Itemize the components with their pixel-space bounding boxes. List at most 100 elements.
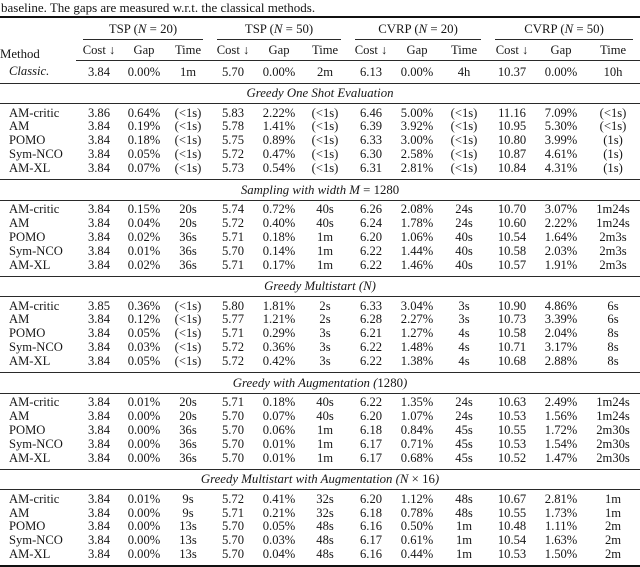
results-table: Method TSP (N = 20) TSP (N = 50) CVRP (N… xyxy=(0,16,640,567)
cost-cell: 10.58 xyxy=(497,243,527,258)
cost-cell: 11.16 xyxy=(498,105,526,120)
gap-cell: 5.00% xyxy=(400,105,434,120)
cost-cell: 5.73 xyxy=(221,161,245,176)
time-cell: 1m xyxy=(166,60,211,84)
cost-cell: 6.18 xyxy=(360,422,383,437)
table-row: AM-XL 3.84 0.02% 36s 5.71 0.17% 1m 6.22 1.46% 40s… xyxy=(0,257,640,276)
group-label: CVRP (N = 20) xyxy=(355,18,482,40)
gap-cell: 0.54% xyxy=(262,161,296,176)
section-header-row: Greedy Multistart with Augmentation (N ×… xyxy=(0,468,640,491)
method-cell: AM-XL xyxy=(9,354,51,369)
gap-cell: 1.06% xyxy=(400,229,434,244)
method-cell: AM-XL xyxy=(9,547,51,562)
gap-cell: 0.64% xyxy=(127,105,161,120)
method-cell: AM-critic xyxy=(9,105,60,120)
table-row: AM-critic 3.84 0.15% 20s 5.74 0.72% 40s 6.26 2.0… xyxy=(0,200,640,217)
time-cell: 36s xyxy=(179,436,197,451)
table-row: AM-critic 3.84 0.01% 20s 5.71 0.18% 40s 6.22 1.3… xyxy=(0,393,640,410)
gap-cell: 0.04% xyxy=(127,215,161,230)
time-cell: (<1s) xyxy=(174,119,202,134)
time-cell: 4h xyxy=(440,60,489,84)
gap-cell: 0.02% xyxy=(127,229,161,244)
gap-cell: 2.08% xyxy=(400,202,434,217)
time-cell: 1m xyxy=(604,491,622,506)
gap-cell: 0.05% xyxy=(127,147,161,162)
time-cell: 2m30s xyxy=(596,450,630,465)
gap-cell: 1.46% xyxy=(400,257,434,272)
time-cell: 3s xyxy=(319,326,331,341)
gap-cell: 0.00% xyxy=(394,60,441,84)
gap-cell: 0.15% xyxy=(127,202,161,217)
time-cell: 36s xyxy=(179,243,197,258)
cost-cell: 6.20 xyxy=(360,229,383,244)
method-cell: AM-critic xyxy=(9,202,60,217)
table-row: AM-critic 3.85 0.36% (<1s) 5.80 1.81% 2s 6.33 3.… xyxy=(0,297,640,314)
time-cell: 48s xyxy=(316,547,334,562)
gap-cell: 1.47% xyxy=(544,450,578,465)
gap-cell: 0.00% xyxy=(127,533,161,548)
cost-cell: 5.72 xyxy=(221,340,245,355)
table-row: Sym-NCO 3.84 0.05% (<1s) 5.72 0.47% (<1s) 6.30 2… xyxy=(0,147,640,162)
time-cell: 4s xyxy=(458,354,470,369)
time-cell: (<1s) xyxy=(174,340,202,355)
gap-cell: 0.18% xyxy=(262,229,296,244)
section-header-row: Greedy with Augmentation (1280) xyxy=(0,372,640,394)
gap-cell: 1.38% xyxy=(400,354,434,369)
section-header-row: Greedy One Shot Evaluation xyxy=(0,82,640,104)
cost-cell: 10.73 xyxy=(497,312,527,327)
gap-cell: 0.42% xyxy=(262,354,296,369)
gap-cell: 1.72% xyxy=(544,422,578,437)
time-cell: 48s xyxy=(316,533,334,548)
gap-cell: 0.05% xyxy=(262,519,296,534)
gap-cell: 0.01% xyxy=(127,243,161,258)
gap-cell: 2.22% xyxy=(544,215,578,230)
gap-cell: 0.05% xyxy=(127,326,161,341)
gap-cell: 3.00% xyxy=(400,133,434,148)
gap-cell: 0.03% xyxy=(127,340,161,355)
time-cell: 1m xyxy=(316,229,334,244)
gap-cell: 3.92% xyxy=(400,119,434,134)
gap-cell: 0.17% xyxy=(262,257,296,272)
table-row: AM 3.84 0.04% 20s 5.72 0.40% 40s 6.24 1.78% 24s 10… xyxy=(0,215,640,231)
cost-cell: 5.78 xyxy=(221,119,245,134)
cost-cell: 6.22 xyxy=(360,257,383,272)
time-cell: 2m xyxy=(604,519,622,534)
cost-cell: 10.95 xyxy=(497,119,527,134)
cost-cell: 10.37 xyxy=(488,60,537,84)
method-cell: POMO xyxy=(9,229,46,244)
gap-cell: 0.00% xyxy=(127,409,161,423)
gap-cell: 0.72% xyxy=(262,202,296,217)
time-cell: (<1s) xyxy=(311,133,339,148)
gap-cell: 1.63% xyxy=(544,533,578,548)
gap-cell: 0.01% xyxy=(262,450,296,465)
table-row: AM-critic 3.86 0.64% (<1s) 5.83 2.22% (<1s) 6.4… xyxy=(0,104,640,121)
time-cell: 36s xyxy=(179,422,197,437)
cost-cell: 3.84 xyxy=(87,326,111,341)
cost-cell: 6.16 xyxy=(360,547,383,562)
time-cell: (<1s) xyxy=(174,298,202,313)
cost-cell: 3.84 xyxy=(87,450,111,465)
cost-cell: 5.70 xyxy=(221,409,245,423)
time-cell: 2m3s xyxy=(599,257,627,272)
table-row: AM 3.84 0.19% (<1s) 5.78 1.41% (<1s) 6.39 3.92% (… xyxy=(0,120,640,134)
gap-cell: 0.50% xyxy=(400,519,434,534)
gap-cell: 0.00% xyxy=(122,60,166,84)
time-cell: 2m3s xyxy=(599,229,627,244)
time-cell: 1m24s xyxy=(596,409,630,423)
table-row: POMO 3.84 0.05% (<1s) 5.71 0.29% 3s 6.21 1.27% 4s… xyxy=(0,326,640,341)
group-header-row: Method TSP (N = 20) TSP (N = 50) CVRP (N… xyxy=(0,17,640,60)
cost-cell: 3.84 xyxy=(87,340,111,355)
cost-cell: 6.39 xyxy=(360,119,383,134)
time-cell: (1s) xyxy=(603,147,623,162)
gap-cell: 1.21% xyxy=(262,312,296,327)
cost-cell: 10.80 xyxy=(497,133,527,148)
gap-cell: 0.01% xyxy=(127,395,161,410)
time-cell: 36s xyxy=(179,257,197,272)
time-cell: 48s xyxy=(455,491,473,506)
time-cell: 2m30s xyxy=(596,436,630,451)
table-row: Sym-NCO 3.84 0.01% 36s 5.70 0.14% 1m 6.22 1.44% 4… xyxy=(0,243,640,259)
time-cell: 1m24s xyxy=(596,215,630,230)
table-row: AM-XL 3.84 0.00% 36s 5.70 0.01% 1m 6.17 0.68% 45s… xyxy=(0,450,640,469)
time-cell: 1m xyxy=(455,547,473,562)
time-cell: 24s xyxy=(455,409,473,423)
